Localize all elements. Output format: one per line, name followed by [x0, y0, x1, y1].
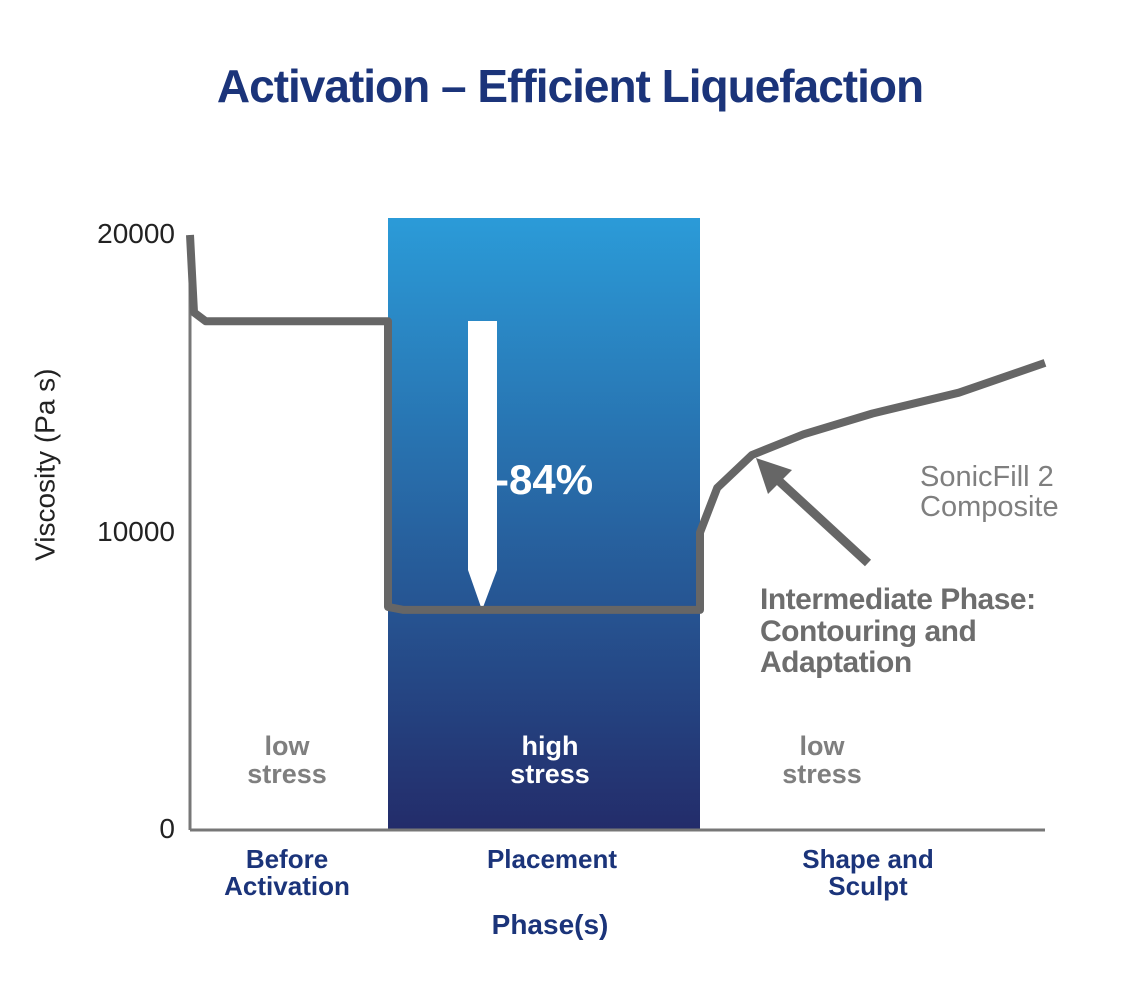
x-tick-label: Placement [486, 844, 618, 874]
chart-title: Activation – Efficient Liquefaction [216, 60, 924, 112]
annotation-arrowhead [756, 458, 792, 494]
stress-label: low stress [782, 731, 862, 790]
y-tick-label: 10000 [97, 515, 175, 547]
annotation-arrow [774, 476, 872, 567]
series-line [186, 234, 1047, 614]
stress-label: high stress [510, 731, 590, 790]
highlight-band [388, 218, 700, 830]
phase-note: Intermediate Phase: Contouring and Adapt… [760, 583, 1036, 679]
decrease-arrow [468, 321, 497, 610]
change-label: -84% [495, 456, 594, 503]
x-tick-label: Shape and Sculpt [802, 844, 934, 902]
series-label: SonicFill 2 Composite [920, 461, 1059, 524]
stress-label: low stress [247, 731, 327, 790]
y-axis-label: Viscosity (Pa s) [29, 368, 61, 561]
y-tick-label: 20000 [97, 218, 175, 249]
x-axis-label: Phase(s) [491, 909, 609, 940]
y-tick-label: 0 [159, 813, 175, 844]
x-tick-label: Before Activation [224, 844, 350, 902]
